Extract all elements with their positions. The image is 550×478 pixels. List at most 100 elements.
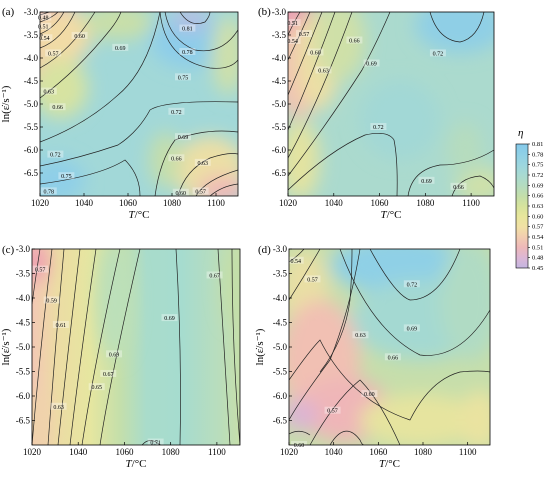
contour-label-bg <box>284 36 301 44</box>
contour-label-bg <box>175 73 191 81</box>
contour-label-bg <box>36 34 53 42</box>
contour-label: 0.66 <box>171 156 182 162</box>
contour-label-bg <box>40 87 57 95</box>
panel-b-contours <box>288 12 494 196</box>
contour-label-bg <box>50 402 67 410</box>
contour-label-bg <box>346 36 363 44</box>
panel-d-y-tick-label: -4.0 <box>273 293 288 303</box>
contour-label: 0.81 <box>182 27 193 33</box>
contour-label: 0.60 <box>74 34 85 40</box>
contour-label-bg <box>112 43 129 51</box>
contour-label: 0.69 <box>115 46 126 52</box>
panel-a-y-tick-label: -6.5 <box>24 168 39 178</box>
contour-label: 0.54 <box>39 36 50 42</box>
panel-a-contours <box>40 12 238 196</box>
contour-label-bg <box>52 320 69 328</box>
contour-label: 0.57 <box>35 268 46 274</box>
colorbar-tick-label: 0.51 <box>532 244 543 251</box>
colorbar: η 0.810.780.750.720.690.660.630.600.570.… <box>515 127 544 272</box>
contour-label: 0.66 <box>52 105 63 111</box>
panel-c-y-tick-label: -4.5 <box>16 318 31 328</box>
contour-label-bg <box>147 438 164 446</box>
panel-a-y-tick-label: -6.0 <box>24 145 39 155</box>
contour-label-bg <box>32 265 49 273</box>
panel-b-x-tick-label: 1080 <box>416 198 435 208</box>
panel-c-y-tick-label: -6.5 <box>16 416 31 426</box>
panel-a-y-tick-label: -4.5 <box>24 76 39 86</box>
panel-a-axes: 1020 1040 1060 1080 1100 -3.0 -3.5 -4.0 -4.5 -5.0… <box>0 7 225 221</box>
contour-label: 0.69 <box>421 179 432 185</box>
contour-label-bg <box>179 24 196 32</box>
panel-b-y-tick-label: -4.5 <box>272 76 287 86</box>
contour-label-bg <box>307 48 324 56</box>
contour-label: 0.57 <box>299 32 310 38</box>
panel-d-y-tick-label: -3.5 <box>273 269 288 279</box>
panel-a-x-tick-label: 1040 <box>75 198 94 208</box>
panel-c-y-tick-label: -4.0 <box>16 293 31 303</box>
colorbar-tick-label: 0.45 <box>532 265 543 272</box>
contour-label-bg <box>71 31 88 39</box>
panel-a-y-tick-label: -5.5 <box>24 122 39 132</box>
colorbar-tick-label: 0.66 <box>532 193 544 200</box>
contour-label-bg <box>43 296 60 304</box>
contour-label-bg <box>192 187 209 195</box>
contour-label: 0.78 <box>44 189 55 195</box>
contour-label: 0.60 <box>310 50 321 56</box>
contour-label: 0.66 <box>349 39 360 45</box>
contour-label: 0.65 <box>91 385 102 391</box>
panel-d-x-tick-label: 1060 <box>369 447 388 457</box>
contour-label: 0.54 <box>290 259 301 265</box>
contour-label: 0.72 <box>407 282 418 288</box>
panel-b-y-tick-label: -4.0 <box>272 53 287 63</box>
panel-c-x-axis-title: T/°C <box>126 458 147 470</box>
contour-label: 0.61 <box>56 323 67 329</box>
panel-d-x-tick-label: 1040 <box>325 447 344 457</box>
colorbar-gradient <box>515 143 529 269</box>
contour-label: 0.51 <box>38 25 49 31</box>
panel-d-heatmap <box>289 249 490 445</box>
contour-label: 0.48 <box>38 16 49 22</box>
panel-c-x-tick-label: 1020 <box>23 447 42 457</box>
panel-c-axes: 1020 1040 1060 1080 1100 -3.0 -3.5 -4.0 -4.5 -5.0… <box>0 244 226 470</box>
panel-c-contours <box>32 249 240 445</box>
panel-d-label: (d) <box>258 244 271 256</box>
colorbar-tick-label: 0.78 <box>532 151 543 158</box>
contour-label-bg <box>429 49 446 57</box>
contour-label: 0.72 <box>433 51 444 57</box>
contour-label: 0.69 <box>109 352 120 358</box>
panel-d-y-tick-label: -5.0 <box>273 342 288 352</box>
panel-d-y-tick-label: -6.5 <box>273 416 288 426</box>
contour-label: 0.72 <box>50 153 61 159</box>
contour-label-bg <box>100 369 117 377</box>
colorbar-tick-label: 0.63 <box>532 203 543 210</box>
panel-d-y-axis-title: ln(ε̇/s⁻¹) <box>254 328 266 365</box>
colorbar-tick-label: 0.60 <box>532 213 543 220</box>
panel-b-heatmap <box>288 12 494 196</box>
panel-c-y-tick-label: -5.5 <box>16 367 31 377</box>
contour-label-bg <box>370 123 387 130</box>
contour-label: 0.59 <box>46 298 57 304</box>
contour-label: 0.72 <box>171 110 182 116</box>
panel-a-x-tick-label: 1080 <box>163 198 182 208</box>
contour-label: 0.69 <box>407 326 418 332</box>
panel-d-contour-labels: 0.54 0.57 0.72 0.69 0.63 0.66 0.60 0.57 0.60 <box>287 256 420 449</box>
contour-label: 0.69 <box>164 316 175 322</box>
panel-c-y-tick-label: -3.5 <box>16 269 31 279</box>
panel-c-x-tick-label: 1040 <box>69 447 88 457</box>
contour-label-bg <box>450 182 467 190</box>
contour-label-bg <box>49 103 66 111</box>
panel-a-x-axis-title: T/°C <box>129 209 150 221</box>
panel-d: 0.54 0.57 0.72 0.69 0.63 0.66 0.60 0.57 0.60 102… <box>254 244 491 470</box>
panel-b: 0.51 0.540.57 0.60 0.63 0.66 0.69 0.72 0.72 0.69… <box>258 6 495 221</box>
contour-label: 0.66 <box>388 355 399 361</box>
panel-c-y-tick-label: -3.0 <box>16 244 31 254</box>
panel-d-contours <box>289 249 490 445</box>
panel-a-y-tick-label: -3.5 <box>24 30 39 40</box>
contour-label: 0.66 <box>453 185 464 191</box>
panel-a: 0.48 0.51 0.54 0.57 0.60 0.69 0.81 0.78 0.75 0.63… <box>0 6 239 221</box>
panel-c-y-axis-title: ln(ε̇/s⁻¹) <box>0 328 12 365</box>
contour-label: 0.51 <box>287 21 298 27</box>
contour-label-bg <box>194 158 211 166</box>
colorbar-tick-label: 0.48 <box>532 255 543 262</box>
panel-b-x-tick-label: 1100 <box>462 198 480 208</box>
